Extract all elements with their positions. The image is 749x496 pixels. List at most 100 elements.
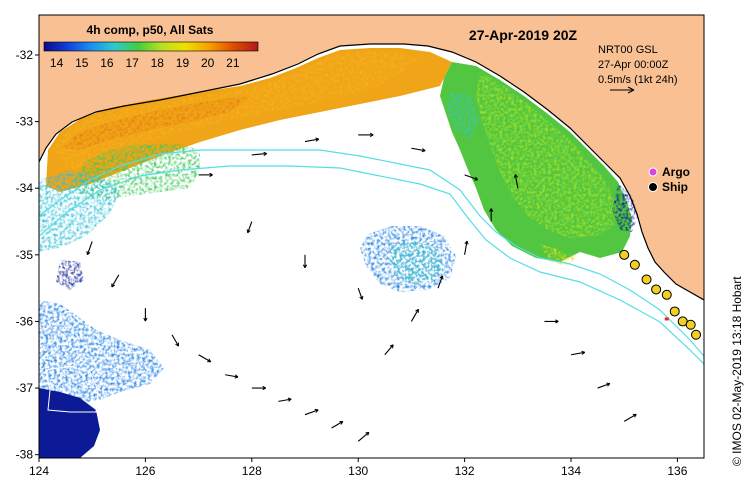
- y-tick-label: -37: [16, 381, 34, 395]
- legend: Argo Ship: [648, 165, 690, 194]
- contour-2000m: [39, 165, 704, 365]
- ship-position-marker: [691, 329, 702, 340]
- y-tick-label: -36: [16, 314, 34, 328]
- current-vector-arrow: [304, 408, 319, 416]
- colorbar-tick-label: 21: [226, 56, 240, 70]
- ship-position-marker: [661, 289, 672, 300]
- current-vector-arrow: [623, 413, 637, 422]
- ship-position-marker: [669, 306, 680, 317]
- x-tick-label: 128: [242, 464, 262, 478]
- current-vector-arrow: [544, 319, 559, 324]
- current-vector-arrow: [171, 334, 179, 347]
- current-vector-arrow: [86, 241, 93, 256]
- scale-arrowhead-icon: [627, 86, 635, 94]
- y-axis: -32 -33 -34 -35 -36 -37 -38: [16, 48, 39, 462]
- legend-argo-label: Argo: [662, 165, 690, 179]
- ship-position-marker: [619, 249, 630, 260]
- current-vector-arrow: [251, 385, 267, 391]
- colorbar-tick-label: 18: [151, 56, 165, 70]
- contour-200m: [39, 149, 704, 357]
- y-tick-label: -33: [16, 115, 34, 129]
- x-tick-label: 134: [561, 464, 581, 478]
- sst-blob-cyan: [390, 240, 444, 284]
- land-mass: [39, 15, 704, 300]
- y-tick-label: -38: [16, 448, 34, 462]
- coastline: [39, 43, 704, 301]
- ship-track: [619, 249, 702, 340]
- ship-current-marker: [664, 317, 669, 321]
- x-tick-label: 136: [667, 464, 687, 478]
- current-vector-arrow: [198, 172, 213, 177]
- current-vector-arrow: [111, 274, 120, 288]
- current-vector-arrow: [251, 151, 268, 156]
- x-tick-label: 126: [135, 464, 155, 478]
- current-vector-arrow: [357, 287, 364, 300]
- credit-text: © IMOS 02-May-2019 13:18 Hobart: [730, 276, 744, 466]
- ship-position-marker: [651, 284, 662, 295]
- y-tick-label: -35: [16, 248, 34, 262]
- current-vector-arrow: [246, 221, 253, 234]
- current-vector-arrow: [143, 308, 148, 322]
- current-vector-arrow: [513, 174, 519, 189]
- colorbar-tick-label: 15: [75, 56, 89, 70]
- current-info-line1: NRT00 GSL: [598, 44, 658, 56]
- sst-orange-core: [52, 52, 420, 172]
- current-vector-arrow: [357, 431, 370, 442]
- current-vector-arrow: [198, 354, 212, 363]
- y-tick-label: -34: [16, 181, 34, 195]
- map-title: 27-Apr-2019 20Z: [469, 27, 578, 43]
- sst-navy-sw: [39, 388, 100, 458]
- colorbar-ticks: 14 15 16 17 18 19 20 21: [50, 56, 240, 70]
- sst-hot-patch: [60, 96, 250, 150]
- colorbar-title: 4h comp, p50, All Sats: [87, 23, 214, 37]
- plot-area: [39, 15, 704, 458]
- current-vector-arrow: [331, 421, 344, 429]
- sst-navy-speckle: [56, 260, 84, 290]
- current-vector-arrow: [302, 254, 308, 269]
- current-vector-arrow: [225, 374, 239, 379]
- sst-lime-east: [476, 72, 616, 238]
- current-info: NRT00 GSL 27-Apr 00:00Z 0.5m/s (1kt 24h): [598, 44, 677, 94]
- sst-yellow-se: [540, 244, 576, 266]
- current-vector-arrow: [358, 132, 374, 138]
- y-tick-label: -32: [16, 48, 34, 62]
- current-vector-arrow: [278, 397, 292, 402]
- current-vector-arrow: [489, 208, 494, 222]
- current-info-line2: 27-Apr 00:00Z: [598, 59, 669, 71]
- ship-position-marker: [641, 274, 652, 285]
- plot-frame: [38, 14, 705, 459]
- x-axis: 124 126 128 130 132 134 136: [29, 458, 688, 478]
- sst-cyan-east: [446, 90, 480, 140]
- colorbar-ramp: [43, 41, 259, 52]
- current-vector-arrow: [597, 382, 611, 389]
- colorbar-tick-label: 20: [201, 56, 215, 70]
- argo-marker-icon: [648, 167, 658, 177]
- current-vector-arrow: [437, 275, 444, 289]
- legend-ship-label: Ship: [662, 180, 688, 194]
- x-tick-label: 130: [348, 464, 368, 478]
- current-vector-arrow: [410, 308, 419, 322]
- colorbar-tick-label: 14: [50, 56, 64, 70]
- contour-inner: [45, 365, 99, 413]
- colorbar-tick-label: 16: [100, 56, 114, 70]
- current-info-line3: 0.5m/s (1kt 24h): [598, 74, 677, 86]
- sst-swaths: [39, 48, 638, 458]
- current-vector-arrow: [570, 350, 586, 356]
- current-vector-arrow: [411, 147, 426, 153]
- current-vector-arrow: [464, 240, 469, 255]
- current-vector-arrow: [304, 137, 320, 143]
- ship-marker-icon: [648, 182, 658, 192]
- colorbar-tick-label: 17: [125, 56, 139, 70]
- current-vectors: [86, 132, 637, 442]
- x-tick-label: 124: [29, 464, 49, 478]
- colorbar-tick-label: 19: [176, 56, 190, 70]
- sst-blue-sw: [39, 300, 164, 404]
- ship-position-marker: [629, 259, 640, 270]
- colorbar: 4h comp, p50, All Sats 14 15 16 17 18 19 20 21: [43, 23, 259, 70]
- sst-navy-se: [612, 184, 638, 232]
- ship-position-marker: [685, 319, 696, 330]
- current-vector-arrow: [464, 174, 479, 181]
- current-vector-arrow: [384, 344, 394, 356]
- x-tick-label: 132: [455, 464, 475, 478]
